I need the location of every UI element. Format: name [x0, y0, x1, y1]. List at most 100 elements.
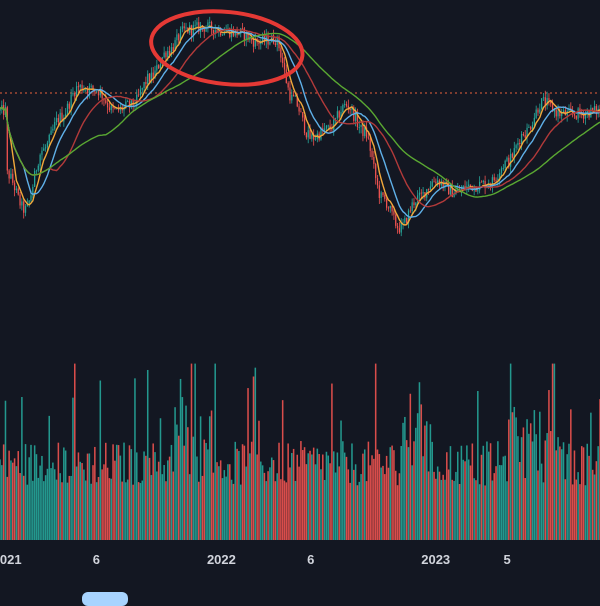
- volume-bar: [384, 474, 386, 540]
- volume-bar: [400, 446, 402, 540]
- candle-body: [389, 205, 391, 209]
- candle-body: [541, 98, 543, 110]
- volume-bar: [139, 483, 142, 540]
- candle-body: [54, 122, 56, 129]
- candle-body: [510, 153, 512, 167]
- candle-body: [347, 105, 349, 109]
- candle-body: [577, 108, 579, 119]
- volume-bar: [247, 388, 249, 540]
- candle-body: [342, 105, 344, 113]
- volume-bar: [429, 424, 432, 540]
- volume-bar: [130, 449, 133, 540]
- volume-bar: [411, 465, 413, 540]
- candle-body: [240, 28, 242, 34]
- volume-bar: [586, 443, 588, 540]
- candle-body: [294, 95, 297, 97]
- volume-bar: [167, 460, 169, 540]
- volume-bars: [0, 363, 600, 540]
- volume-bar: [260, 461, 262, 540]
- volume-bar: [491, 480, 494, 540]
- candle-body: [192, 25, 194, 36]
- volume-bar: [394, 470, 397, 540]
- candle-body: [402, 222, 404, 224]
- volume-bar: [267, 471, 269, 540]
- candle-body: [493, 177, 495, 181]
- candle-body: [66, 103, 69, 114]
- time-scroll-handle[interactable]: [82, 592, 128, 606]
- candle-body: [365, 127, 368, 138]
- candle-body: [411, 202, 413, 212]
- volume-bar: [174, 407, 176, 540]
- volume-bar: [467, 459, 470, 540]
- candle-body: [291, 94, 293, 101]
- candle-body: [504, 160, 506, 168]
- volume-bar: [205, 442, 207, 540]
- candle-body: [176, 34, 178, 41]
- candle-body: [212, 29, 215, 35]
- volume-bar: [303, 447, 306, 540]
- volume-bar: [309, 450, 311, 540]
- candle-body: [168, 51, 171, 56]
- candle-body: [449, 186, 452, 195]
- volume-bar: [250, 441, 253, 540]
- volume-bar: [469, 465, 472, 540]
- candle-body: [398, 228, 401, 233]
- volume-bar: [276, 473, 278, 540]
- volume-bar: [64, 450, 67, 540]
- candle-body: [384, 195, 386, 199]
- volume-bar: [464, 461, 466, 540]
- volume-bar: [201, 475, 204, 540]
- volume-bar: [316, 448, 319, 540]
- volume-bar: [484, 485, 486, 540]
- candle-body: [506, 157, 508, 161]
- candle-body: [382, 192, 384, 196]
- volume-bar: [418, 382, 421, 540]
- candle-body: [163, 52, 165, 58]
- candle-body: [55, 118, 58, 123]
- volume-bar: [529, 423, 532, 540]
- volume-bar: [498, 465, 501, 540]
- volume-bar: [105, 442, 107, 540]
- volume-bar: [210, 410, 213, 540]
- volume-bar: [77, 452, 80, 540]
- volume-bar: [75, 466, 78, 540]
- volume-bar: [72, 397, 74, 540]
- candle-body: [413, 202, 415, 206]
- volume-bar: [579, 484, 581, 540]
- candle-body: [555, 109, 557, 117]
- volume-bar: [232, 483, 235, 540]
- volume-bar: [188, 474, 191, 540]
- volume-bar: [289, 467, 291, 540]
- volume-bar: [522, 427, 525, 540]
- candle-body: [482, 180, 484, 183]
- volume-bar: [254, 367, 257, 540]
- volume-bar: [555, 450, 557, 540]
- volume-bar: [227, 464, 229, 540]
- candle-body: [251, 36, 253, 41]
- volume-bar: [106, 467, 109, 540]
- volume-bar: [591, 469, 594, 540]
- volume-bar: [33, 445, 36, 540]
- volume-bar: [214, 363, 216, 540]
- volume-bar: [517, 436, 519, 540]
- candle-body: [345, 104, 348, 106]
- volume-bar: [593, 474, 596, 540]
- volume-bar: [409, 393, 412, 540]
- candle-body: [336, 111, 339, 118]
- candle-body: [274, 43, 277, 45]
- volume-bar: [336, 452, 339, 540]
- candle-body: [546, 98, 548, 106]
- candle-body: [539, 109, 541, 113]
- candle-body: [92, 85, 94, 90]
- candle-body: [502, 167, 504, 169]
- volume-bar: [79, 461, 82, 540]
- candle-body: [50, 130, 52, 135]
- candle-body: [511, 153, 514, 158]
- volume-bar: [161, 474, 164, 540]
- volume-bar: [115, 444, 118, 540]
- volume-bar: [435, 478, 437, 540]
- volume-bar: [298, 466, 300, 540]
- volume-bar: [119, 455, 122, 540]
- volume-bar: [449, 446, 452, 540]
- candle-body: [561, 112, 563, 117]
